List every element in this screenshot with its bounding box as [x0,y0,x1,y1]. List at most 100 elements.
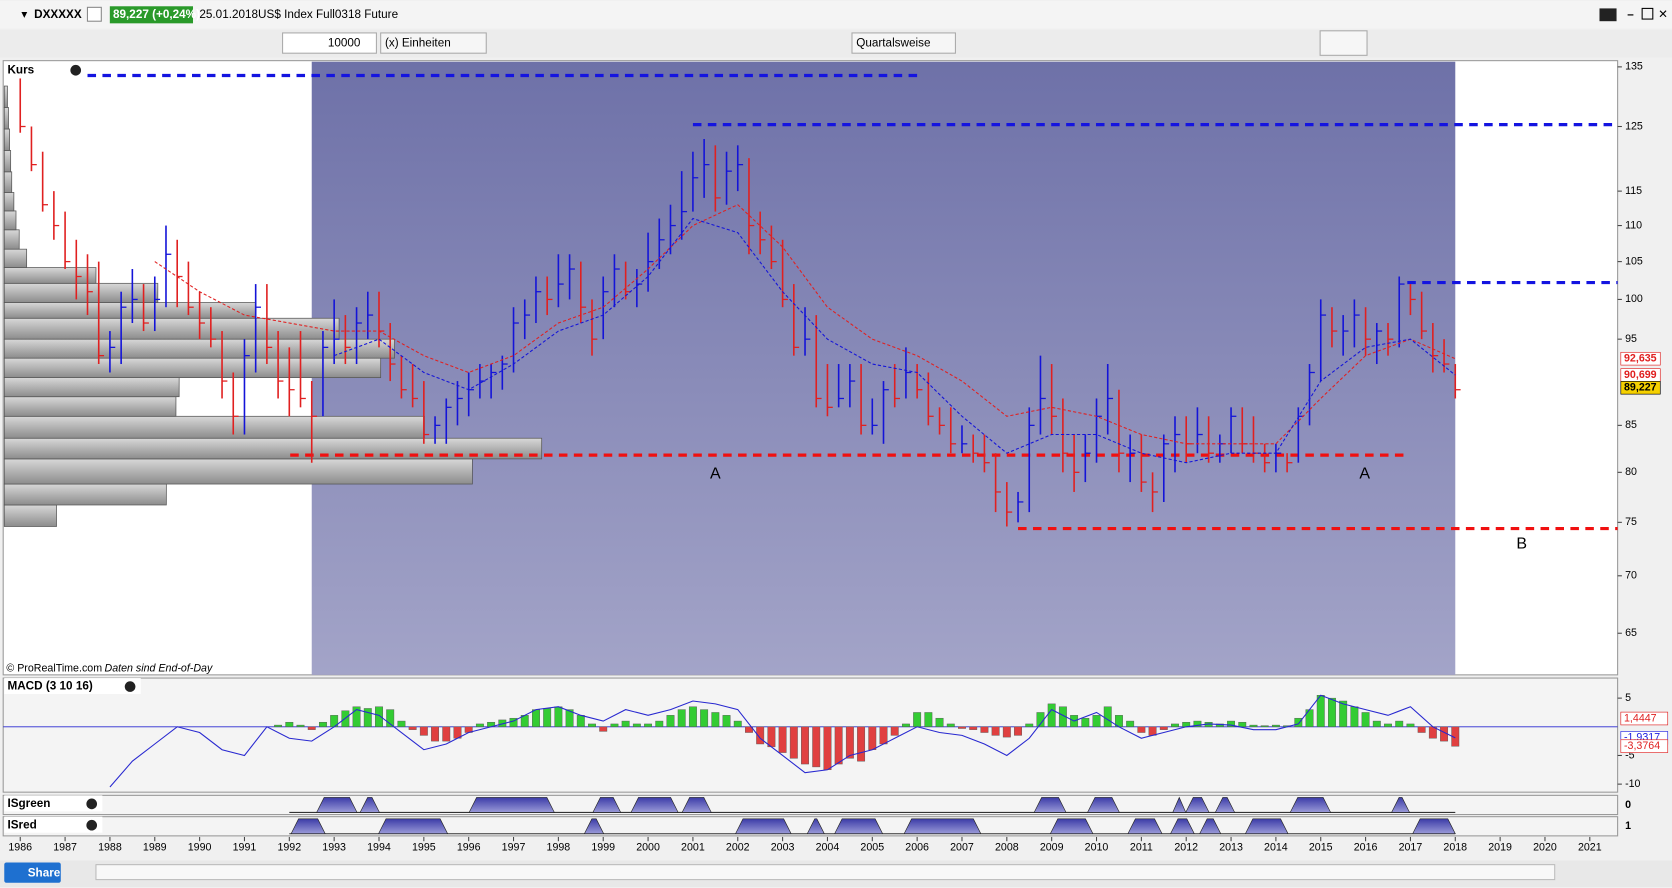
y-tick-label: -5 [1625,749,1635,761]
x-tick-label: 2013 [1219,841,1243,853]
last-label: 89,227 [1624,382,1657,394]
close[interactable]: ✕ [1658,8,1668,21]
toolbar [0,29,1672,58]
units-select[interactable] [380,32,487,54]
maximize[interactable] [1641,7,1654,20]
volume-profile-bar [3,128,10,151]
period[interactable]: Quartalsweise [856,37,930,50]
chart-type-button[interactable] [1319,30,1368,56]
y-tick-label: 85 [1625,419,1637,431]
x-tick-label: 1999 [591,841,615,853]
histogram-bar [1014,726,1022,736]
histogram-bar [1126,720,1135,728]
histogram-bar [1339,700,1348,728]
scrollbar[interactable] [95,864,1556,881]
quantity-input[interactable] [282,32,377,54]
y-tick-label: 105 [1625,255,1643,267]
histogram-bar [621,720,630,728]
histogram-bar [318,721,327,728]
price-badge [109,6,194,24]
histogram-bar [924,712,933,728]
volume-profile-bar [3,317,340,340]
menu-arrow[interactable]: ▾ [21,8,27,21]
histogram-bar [958,726,966,729]
signal-period [290,818,326,835]
histogram-bar [1137,726,1146,733]
price: 89,227 (+0,24%) [113,8,200,21]
histogram-bar [812,726,821,768]
volume-profile-bar [3,107,9,130]
histogram-bar [644,723,653,728]
keyboard-icon[interactable] [1599,8,1617,22]
histogram-bar [431,726,440,742]
signal-period [1169,818,1195,835]
value-label: 1,4447 [1624,712,1657,724]
credit: © ProRealTime.com [6,662,102,674]
histogram-bar [565,709,574,728]
panel-title: Kurs [7,63,34,76]
histogram-bar [1171,723,1179,728]
y-tick-label: 95 [1625,333,1637,345]
histogram-bar [946,723,955,728]
last-label-box [1620,381,1661,395]
x-tick-label: 2009 [1040,841,1064,853]
volume-profile-bar [3,150,12,173]
histogram-bar [879,726,888,745]
panel-close[interactable] [70,64,82,76]
info-button[interactable] [86,6,102,22]
histogram-bar [1271,724,1280,728]
histogram-bar [1092,715,1101,728]
histogram-bar [386,709,395,728]
histogram-bar [1294,717,1303,728]
signal-period [1244,818,1289,835]
histogram-bar [767,726,776,748]
histogram-bar [1384,723,1392,728]
volume-profile-bar [3,85,8,108]
period-select[interactable] [851,32,956,54]
histogram-bar [1047,703,1056,728]
histogram-bar [666,715,675,728]
signal-period [1049,818,1094,835]
signal-period [583,818,605,835]
share-button[interactable] [4,862,61,883]
panel-title-box [4,678,141,695]
histogram-bar [363,708,372,728]
histogram-bar [1395,720,1404,728]
histogram-bar [868,726,877,750]
histogram-bar [700,709,709,728]
x-tick-label: 1986 [8,841,32,853]
x-tick-label: 2007 [950,841,974,853]
histogram-bar [834,726,843,765]
symbol[interactable]: DXXXXX [34,8,82,21]
histogram-bar [711,712,720,728]
x-tick-label: 2016 [1354,841,1378,853]
histogram-bar [688,706,697,728]
y-tick-label: 80 [1625,466,1637,478]
panel-close[interactable] [124,681,136,692]
volume-profile-bar [3,171,13,193]
histogram-bar [845,726,854,759]
y-tick-label: 5 [1625,692,1631,704]
histogram-bar [969,726,978,730]
histogram-bar [1328,697,1336,728]
quantity[interactable]: 10000 [328,37,361,50]
minimize[interactable]: – [1627,8,1634,21]
panel-title-box [4,61,87,78]
share-label[interactable]: Share [28,866,61,879]
units[interactable]: (x) Einheiten [385,37,451,50]
panel-close[interactable] [86,819,98,831]
x-tick-label: 1987 [53,841,77,853]
x-tick-label: 2005 [860,841,884,853]
y-tick-label: 100 [1625,293,1643,305]
histogram-bar [745,726,753,733]
panel-title: ISgreen [7,797,50,810]
histogram-bar [1260,725,1269,728]
histogram-bar [1361,712,1370,728]
x-tick-label: 2008 [995,841,1019,853]
signal-period [316,797,358,813]
x-tick-label: 1998 [547,841,571,853]
last-label: 90,699 [1624,369,1657,381]
histogram-bar [1316,695,1325,728]
panel-close[interactable] [86,798,98,810]
panel-title-box [4,816,103,833]
